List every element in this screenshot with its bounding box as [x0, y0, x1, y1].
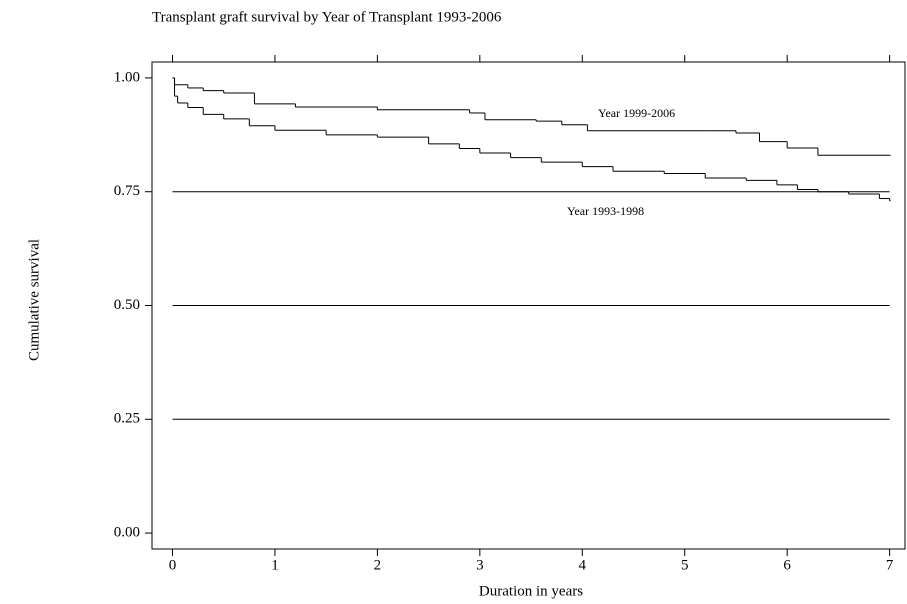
x-tick-label: 0 — [169, 557, 177, 573]
y-axis-label: Cumulative survival — [26, 239, 42, 361]
x-axis-label: Duration in years — [479, 583, 583, 599]
x-tick-label: 3 — [476, 557, 484, 573]
y-tick-label: 0.00 — [114, 525, 140, 541]
series-label: Year 1993-1998 — [567, 204, 644, 218]
x-tick-label: 2 — [374, 557, 382, 573]
y-tick-label: 0.50 — [114, 297, 140, 313]
y-tick-label: 1.00 — [114, 69, 140, 85]
y-tick-label: 0.75 — [114, 183, 140, 199]
chart-title: Transplant graft survival by Year of Tra… — [152, 9, 502, 25]
x-tick-label: 5 — [681, 557, 689, 573]
y-tick-label: 0.25 — [114, 411, 140, 427]
series-label: Year 1999-2006 — [598, 106, 675, 120]
x-tick-label: 6 — [783, 557, 791, 573]
x-tick-label: 7 — [886, 557, 894, 573]
x-tick-label: 4 — [579, 557, 587, 573]
x-tick-label: 1 — [271, 557, 279, 573]
